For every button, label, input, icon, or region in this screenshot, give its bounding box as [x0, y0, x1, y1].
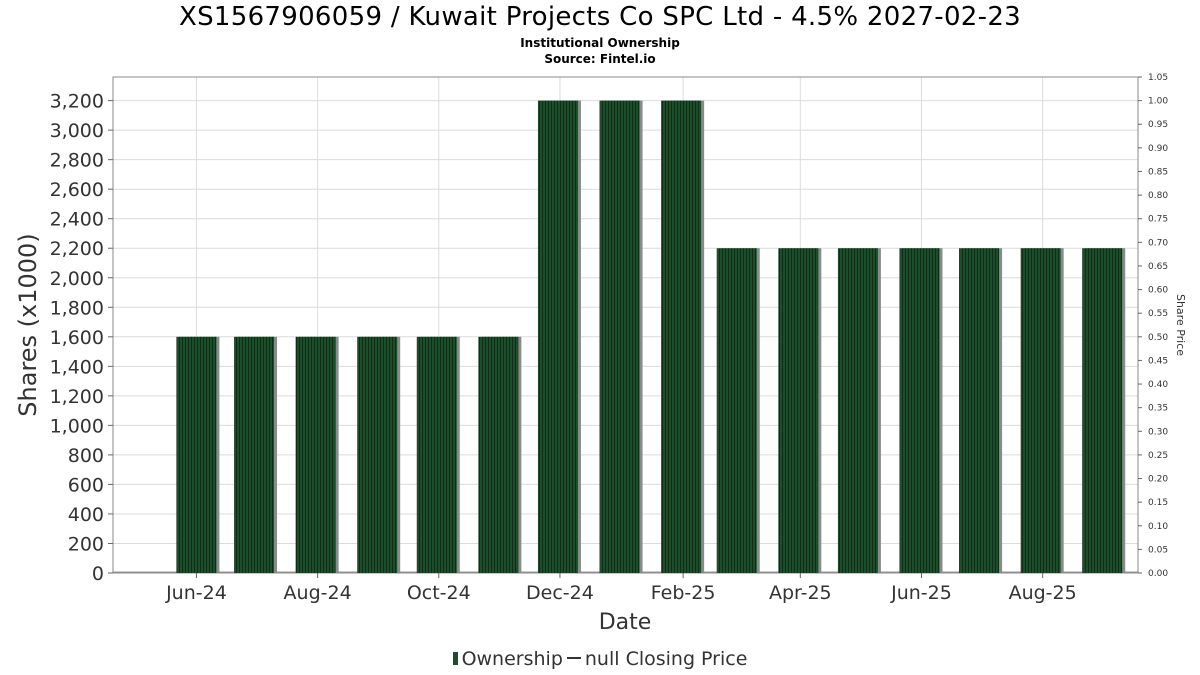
y2-tick-label: 0.00: [1148, 569, 1168, 579]
y-axis-label: Shares (x1000): [14, 233, 42, 416]
y2-tick-label: 0.45: [1148, 356, 1168, 366]
y-tick-label: 0: [92, 563, 104, 585]
y-tick-label: 2,000: [50, 268, 104, 290]
chart-title: XS1567906059 / Kuwait Projects Co SPC Lt…: [178, 2, 1022, 32]
y-tick-label: 600: [68, 474, 104, 496]
legend: Ownership null Closing Price: [0, 648, 1200, 670]
y2-tick-label: 0.75: [1148, 215, 1168, 225]
y-axis-left: 0 200 400 600 800 1,000 1,200 1,400 1,600 1,800 2,…: [50, 91, 113, 585]
x-axis: Jun-24 Aug-24 Oct-24 Dec-24 Feb-25 Apr-25 Jun-…: [165, 573, 1077, 604]
y-tick-label: 200: [68, 533, 104, 555]
x-tick-label: Apr-25: [769, 582, 832, 604]
legend-price: null Closing Price: [584, 648, 748, 670]
ownership-legend-swatch: [452, 652, 458, 665]
bar-series-ownership: [176, 100, 1126, 573]
y-tick-label: 3,200: [50, 91, 104, 113]
y2-tick-label: 0.80: [1148, 191, 1168, 201]
y2-tick-label: 0.15: [1148, 498, 1168, 508]
y2-tick-label: 0.50: [1148, 333, 1168, 343]
bar: [234, 336, 275, 573]
bar: [1082, 248, 1123, 573]
y-tick-label: 2,800: [50, 150, 104, 172]
y2-tick-label: 0.10: [1148, 522, 1168, 532]
y2-tick-label: 0.20: [1148, 475, 1168, 485]
bar: [899, 248, 940, 573]
y2-axis-label: Share Price: [1174, 294, 1187, 356]
bar: [778, 248, 819, 573]
chart-subtitle: Institutional Ownership: [520, 36, 680, 50]
bar: [959, 248, 1000, 573]
y-axis-right: 0.00 0.05 0.10 0.15 0.20 0.25 0.30 0.35 0.40 0.45…: [1138, 73, 1168, 579]
bar: [357, 336, 398, 573]
y2-tick-label: 0.05: [1148, 545, 1168, 555]
y2-tick-label: 0.40: [1148, 380, 1168, 390]
y-tick-label: 2,600: [50, 179, 104, 201]
y2-tick-label: 0.70: [1148, 238, 1168, 248]
x-tick-label: Dec-24: [526, 582, 594, 604]
bar: [295, 336, 336, 573]
y2-tick-label: 0.90: [1148, 144, 1168, 154]
bar: [837, 248, 878, 573]
bar: [661, 100, 702, 573]
y2-tick-label: 0.85: [1148, 167, 1168, 177]
chart-source: Source: Fintel.io: [544, 52, 656, 66]
y-tick-label: 400: [68, 504, 104, 526]
bar: [478, 336, 519, 573]
y2-tick-label: 0.35: [1148, 404, 1168, 414]
price-legend-swatch: [566, 657, 581, 659]
y2-tick-label: 0.95: [1148, 120, 1168, 130]
x-tick-label: Aug-25: [1009, 582, 1077, 604]
y2-tick-label: 1.00: [1148, 97, 1168, 107]
x-tick-label: Aug-24: [284, 582, 352, 604]
y-tick-label: 1,600: [50, 327, 104, 349]
y-tick-label: 1,400: [50, 356, 104, 378]
x-tick-label: Feb-25: [651, 582, 716, 604]
x-tick-label: Oct-24: [407, 582, 471, 604]
bar: [716, 248, 757, 573]
y-tick-label: 3,000: [50, 120, 104, 142]
y2-tick-label: 0.65: [1148, 262, 1168, 272]
y2-tick-label: 0.55: [1148, 309, 1168, 319]
bar: [416, 336, 457, 573]
bar: [599, 100, 640, 573]
y-tick-label: 2,400: [50, 209, 104, 231]
y2-tick-label: 0.25: [1148, 451, 1168, 461]
x-tick-label: Jun-25: [890, 582, 952, 604]
y-tick-label: 1,200: [50, 386, 104, 408]
bar: [1020, 248, 1061, 573]
y-tick-label: 800: [68, 445, 104, 467]
y2-tick-label: 1.05: [1148, 73, 1168, 83]
legend-ownership: Ownership: [461, 648, 563, 670]
bar: [176, 336, 217, 573]
y-tick-label: 2,200: [50, 238, 104, 260]
bar: [537, 100, 578, 573]
y-tick-label: 1,000: [50, 415, 104, 437]
x-axis-label: Date: [599, 610, 652, 635]
y2-tick-label: 0.60: [1148, 286, 1168, 296]
y2-tick-label: 0.30: [1148, 427, 1168, 437]
x-tick-label: Jun-24: [165, 582, 227, 604]
y-tick-label: 1,800: [50, 297, 104, 319]
